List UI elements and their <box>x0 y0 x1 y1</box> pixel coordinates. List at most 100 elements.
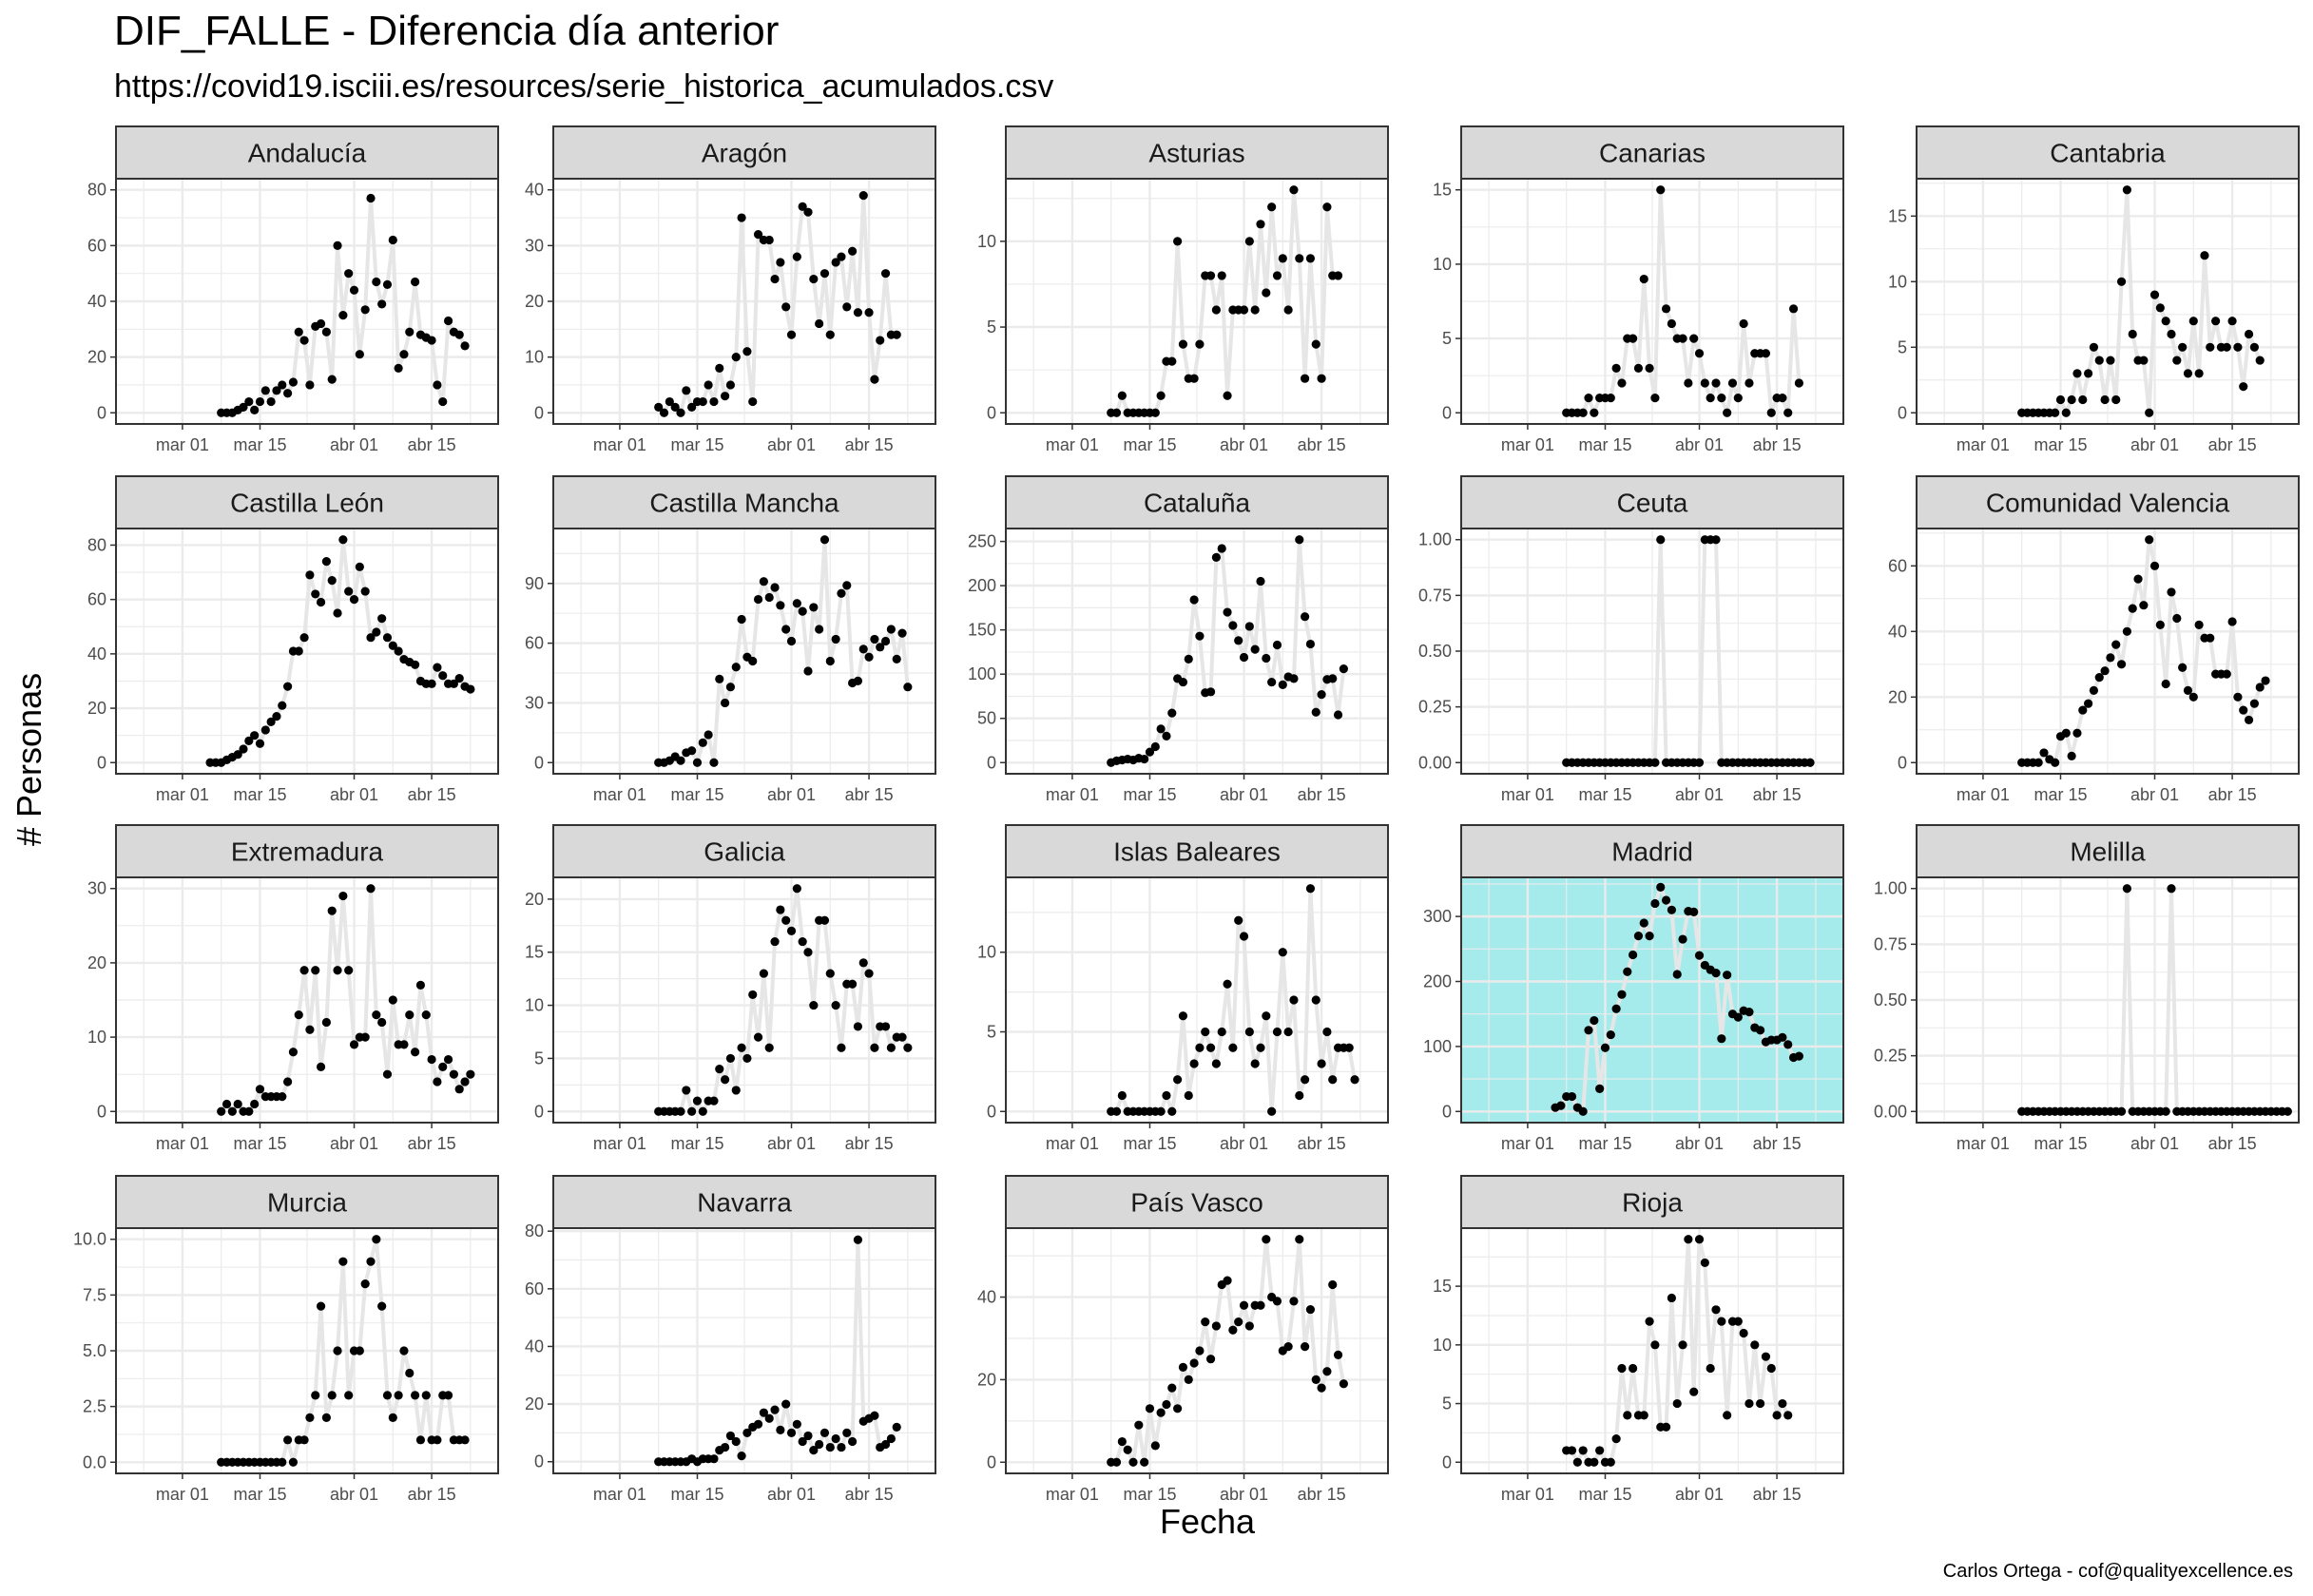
data-point <box>1256 576 1265 586</box>
data-point <box>1211 552 1221 562</box>
strip-label-navarra: Navarra <box>697 1188 792 1218</box>
data-point <box>2200 251 2209 260</box>
data-point <box>1283 305 1293 315</box>
data-point <box>1244 1027 1254 1037</box>
data-point <box>803 948 813 957</box>
data-point <box>1189 595 1199 605</box>
data-point <box>725 380 736 390</box>
data-point <box>1167 1383 1177 1393</box>
data-point <box>316 1301 326 1311</box>
data-point <box>715 674 724 683</box>
data-point <box>1794 1051 1803 1061</box>
data-point <box>2084 699 2093 708</box>
data-point <box>2116 277 2127 286</box>
strip-cataluna <box>1005 475 1389 529</box>
data-point <box>725 1431 736 1441</box>
chart-title: DIF_FALLE - Diferencia día anterior <box>114 8 780 54</box>
data-point <box>1783 1040 1793 1049</box>
data-point <box>737 1043 746 1052</box>
data-point <box>698 1106 707 1116</box>
data-point <box>1311 995 1320 1005</box>
y-tick-label: 100 <box>1423 1037 1452 1056</box>
data-point <box>1211 1321 1221 1331</box>
data-point <box>1650 898 1660 909</box>
data-point <box>1305 639 1316 649</box>
y-tick-label: 40 <box>977 1288 996 1307</box>
data-point <box>2172 356 2182 365</box>
y-tick-label: 5 <box>987 1023 996 1042</box>
strip-castilla-leon <box>115 475 499 529</box>
data-point <box>239 402 248 413</box>
data-point <box>311 589 320 599</box>
x-tick-label: mar 15 <box>1578 1485 1631 1504</box>
data-point <box>411 660 420 669</box>
y-tick-label: 20 <box>87 348 106 367</box>
data-point <box>294 327 303 337</box>
x-tick-label: abr 15 <box>408 1485 456 1504</box>
data-point <box>299 336 309 345</box>
data-point <box>892 330 901 339</box>
data-point <box>1706 1363 1715 1374</box>
data-point <box>1267 1106 1277 1116</box>
data-point <box>715 1064 724 1074</box>
data-point <box>709 396 719 407</box>
data-point <box>360 1032 370 1042</box>
data-point <box>255 1085 265 1094</box>
x-tick-label: mar 01 <box>1501 785 1554 804</box>
data-point <box>1650 758 1660 767</box>
panel-madrid: Madrid 0 100 200 300 mar 01 mar 15 abr 01 abr 15 <box>1423 824 1844 1153</box>
data-point <box>2239 382 2248 392</box>
data-point <box>858 644 868 654</box>
y-tick-label: 0 <box>97 1102 106 1121</box>
x-tick-label: mar 15 <box>1123 1485 1176 1504</box>
x-tick-label: abr 15 <box>845 1485 894 1504</box>
data-point <box>1305 254 1316 263</box>
data-point <box>1328 1279 1338 1290</box>
data-point <box>278 1457 287 1467</box>
data-point <box>382 1069 393 1079</box>
x-tick-label: mar 15 <box>2034 785 2087 804</box>
data-point <box>1623 967 1632 976</box>
data-point <box>338 535 348 545</box>
data-point <box>731 353 741 362</box>
strip-label-melilla: Melilla <box>2070 837 2146 867</box>
data-point <box>759 1408 768 1417</box>
data-point <box>2255 683 2265 692</box>
y-tick-label: 5 <box>1898 337 1907 356</box>
y-tick-label: 0 <box>987 1452 996 1471</box>
panel-border <box>1916 178 2300 425</box>
data-point <box>1778 1398 1787 1409</box>
y-tick-label: 100 <box>968 664 996 683</box>
panel-andalucia: Andalucía 0 20 40 60 80 mar 01 mar 15 abr 01 abr … <box>87 125 499 454</box>
data-point <box>2233 692 2243 702</box>
data-point <box>388 995 397 1005</box>
data-point <box>2188 317 2198 326</box>
data-point <box>1333 271 1343 280</box>
data-point <box>1723 408 1732 417</box>
data-point <box>360 305 370 315</box>
data-point <box>321 557 331 567</box>
y-tick-label: 0 <box>1898 403 1907 422</box>
y-tick-label: 10.0 <box>73 1230 106 1249</box>
panel-border <box>115 876 499 1124</box>
data-point <box>1217 544 1226 553</box>
y-tick-label: 20 <box>977 1370 996 1389</box>
x-tick-label: abr 15 <box>2208 435 2257 454</box>
data-point <box>2116 660 2127 669</box>
data-point <box>2139 356 2149 365</box>
data-point <box>1733 1317 1743 1326</box>
data-point <box>731 1436 741 1447</box>
data-point <box>903 683 913 692</box>
panel-galicia: Galicia 0 5 10 15 20 mar 01 mar 15 abr 01 abr 15 <box>525 824 936 1153</box>
data-point <box>2167 329 2176 339</box>
data-point <box>1567 1091 1577 1102</box>
data-point <box>2145 408 2154 417</box>
data-point <box>377 614 387 624</box>
data-point <box>1134 1420 1144 1430</box>
y-tick-label: 2.5 <box>83 1397 106 1416</box>
data-point <box>1794 378 1803 388</box>
strip-ceuta <box>1460 475 1844 529</box>
data-point <box>1611 363 1621 373</box>
strip-cantabria <box>1916 125 2300 180</box>
